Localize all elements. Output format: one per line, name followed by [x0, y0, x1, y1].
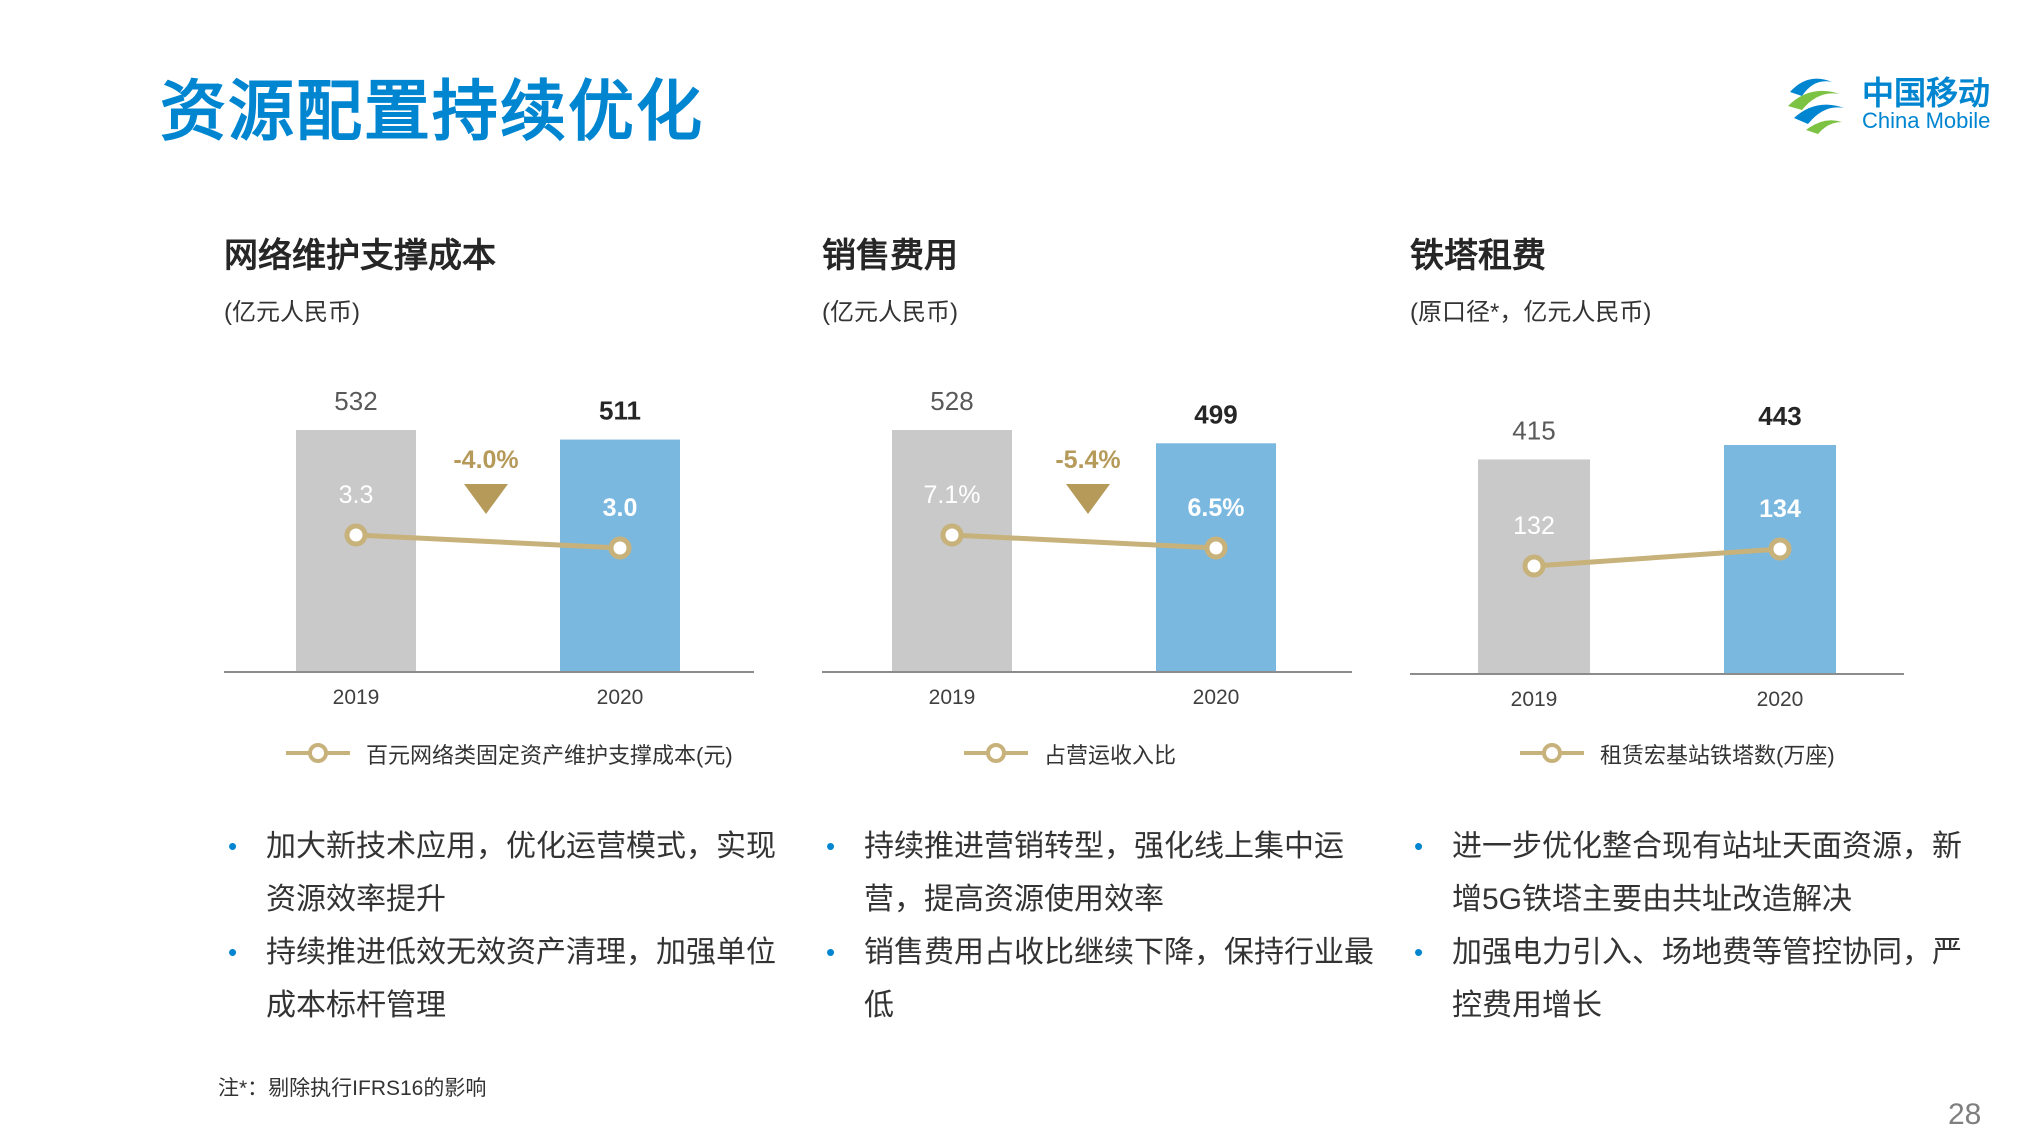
line-value-label: 134 [1759, 495, 1801, 523]
bullet-item: • 加强电力引入、场地费等管控协同，严控费用增长 [1410, 926, 1970, 1032]
bullet-item: • 加大新技术应用，优化运营模式，实现资源效率提升 [224, 820, 784, 926]
change-percent-label: -4.0% [453, 446, 518, 474]
china-mobile-logo: 中国移动 China Mobile [1780, 66, 2000, 140]
x-tick-label: 2020 [597, 686, 644, 709]
logo-text-en: China Mobile [1862, 108, 1991, 133]
bar-value-label: 511 [599, 396, 641, 426]
line-point [608, 536, 632, 560]
bar-2019 [892, 430, 1012, 672]
china-mobile-logo-icon [1788, 78, 1844, 134]
panel-sales-expense: 销售费用 (亿元人民币) 528 2019 499 2020 7.1% 6.5% -5.4%… [822, 0, 1382, 1146]
x-tick-label: 2020 [1757, 688, 1804, 711]
line-value-label: 7.1% [924, 481, 981, 509]
bar-value-label: 415 [1512, 415, 1555, 445]
bullet-dot-icon: • [826, 937, 836, 967]
panel-title: 销售费用 [822, 237, 958, 275]
bullet-item: • 销售费用占收比继续下降，保持行业最低 [822, 926, 1382, 1032]
bullet-text: 持续推进低效无效资产清理，加强单位成本标杆管理 [266, 936, 776, 1022]
legend-line-marker-icon [1520, 743, 1584, 763]
bullet-text: 持续推进营销转型，强化线上集中运营，提高资源使用效率 [864, 830, 1344, 916]
bullet-dot-icon: • [1414, 937, 1424, 967]
panel-tower-fee: 铁塔租费 (原口径*，亿元人民币) 415 2019 443 2020 132 134 租… [1410, 0, 1970, 1146]
panel-title: 铁塔租费 [1410, 237, 1546, 275]
change-percent-label: -5.4% [1055, 446, 1120, 474]
line-value-label: 132 [1513, 512, 1555, 540]
panel-title: 网络维护支撑成本 [224, 237, 496, 275]
legend-line-marker-icon [964, 743, 1028, 763]
bar-2019 [296, 430, 416, 672]
legend-label: 租赁宏基站铁塔数(万座) [1600, 743, 1835, 768]
x-tick-label: 2019 [1511, 688, 1558, 711]
line-value-label: 6.5% [1188, 494, 1245, 522]
bar-value-label: 528 [930, 386, 973, 416]
legend-label: 百元网络类固定资产维护支撑成本(元) [366, 743, 733, 768]
x-tick-label: 2019 [929, 686, 976, 709]
bullet-text: 加大新技术应用，优化运营模式，实现资源效率提升 [266, 830, 776, 916]
legend-line-marker-icon [286, 743, 350, 763]
line-point [1768, 537, 1792, 561]
logo-text-cn: 中国移动 [1862, 75, 1991, 111]
bar-value-label: 443 [1758, 401, 1801, 431]
legend-label: 占营运收入比 [1044, 743, 1177, 768]
line-value-label: 3.3 [339, 481, 374, 509]
bullet-dot-icon: • [228, 831, 238, 861]
line-point [1204, 536, 1228, 560]
line-value-label: 3.0 [603, 494, 638, 522]
bullet-text: 销售费用占收比继续下降，保持行业最低 [864, 936, 1374, 1022]
x-tick-label: 2019 [333, 686, 380, 709]
bar-value-label: 499 [1194, 399, 1237, 429]
bullet-dot-icon: • [826, 831, 836, 861]
bullet-item: • 进一步优化整合现有站址天面资源，新增5G铁塔主要由共址改造解决 [1410, 820, 1970, 926]
chart-tower-fee: 415 2019 443 2020 132 134 [1410, 401, 1904, 711]
slide-title: 资源配置持续优化 [160, 74, 704, 148]
bullet-dot-icon: • [1414, 831, 1424, 861]
series-line [951, 532, 1217, 551]
bullet-list: • 进一步优化整合现有站址天面资源，新增5G铁塔主要由共址改造解决 • 加强电力引入… [1410, 820, 1970, 1032]
line-point [344, 523, 368, 547]
line-point [1522, 554, 1546, 578]
bullet-list: • 持续推进营销转型，强化线上集中运营，提高资源使用效率 • 销售费用占收比继续下降… [822, 820, 1382, 1032]
bullet-item: • 持续推进低效无效资产清理，加强单位成本标杆管理 [224, 926, 784, 1032]
line-point [940, 523, 964, 547]
bullet-text: 进一步优化整合现有站址天面资源，新增5G铁塔主要由共址改造解决 [1452, 830, 1962, 916]
panel-unit: (原口径*，亿元人民币) [1410, 299, 1652, 326]
down-triangle-icon [1066, 484, 1110, 514]
bullet-item: • 持续推进营销转型，强化线上集中运营，提高资源使用效率 [822, 820, 1382, 926]
page-number: 28 [1948, 1098, 1982, 1131]
panel-network-cost: 网络维护支撑成本 (亿元人民币) 532 2019 511 2020 3.3 3.0 -4.… [224, 0, 784, 1146]
bullet-text: 加强电力引入、场地费等管控协同，严控费用增长 [1452, 936, 1962, 1022]
panel-unit: (亿元人民币) [224, 299, 360, 326]
panel-unit: (亿元人民币) [822, 299, 958, 326]
series-line [1533, 546, 1781, 569]
bar-value-label: 532 [334, 386, 377, 416]
bullet-dot-icon: • [228, 937, 238, 967]
bullet-list: • 加大新技术应用，优化运营模式，实现资源效率提升 • 持续推进低效无效资产清理，加… [224, 820, 784, 1032]
x-tick-label: 2020 [1193, 686, 1240, 709]
down-triangle-icon [464, 484, 508, 514]
chart-sales-expense: 528 2019 499 2020 7.1% 6.5% -5.4% [822, 386, 1352, 709]
footnote: 注*：剔除执行IFRS16的影响 [218, 1077, 487, 1100]
chart-network-cost: 532 2019 511 2020 3.3 3.0 -4.0% [224, 386, 754, 709]
series-line [355, 532, 621, 551]
